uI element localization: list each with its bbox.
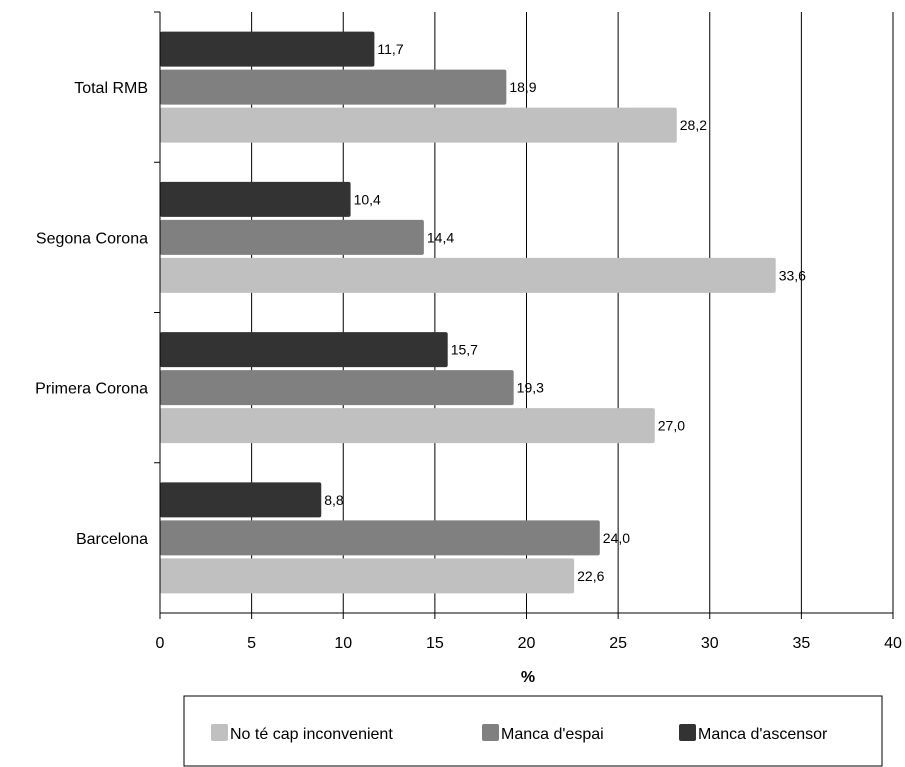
legend-label: Manca d'ascensor (698, 726, 828, 743)
data-label: 28,2 (680, 117, 707, 133)
bar (160, 370, 514, 406)
bar (160, 408, 655, 444)
legend: No té cap inconvenient Manca d'espai Manca… (183, 695, 883, 767)
bar (160, 482, 322, 518)
data-label: 11,7 (377, 41, 403, 57)
legend-swatch (211, 724, 228, 741)
legend-swatch (482, 724, 499, 741)
x-tick-label: 30 (701, 635, 719, 652)
legend-label: Manca d'espai (501, 726, 604, 743)
bar (160, 558, 575, 594)
bar (160, 219, 424, 255)
category-label: Barcelona (76, 531, 148, 548)
bar (160, 332, 448, 368)
axes (154, 11, 894, 619)
data-label: 24,0 (603, 530, 630, 546)
x-tick-label: 15 (426, 635, 444, 652)
bar (160, 31, 375, 67)
x-tick-label: 10 (334, 635, 352, 652)
x-tick-label: 5 (247, 635, 256, 652)
legend-box (183, 695, 883, 767)
data-label: 18,9 (509, 79, 536, 95)
bar (160, 181, 351, 217)
data-label: 27,0 (658, 418, 685, 434)
legend-label: No té cap inconvenient (230, 726, 393, 743)
bar (160, 520, 600, 556)
data-label: 33,6 (779, 267, 806, 283)
data-label: 14,4 (427, 229, 454, 245)
x-tick-label: 0 (156, 635, 165, 652)
data-label: 10,4 (354, 191, 381, 207)
x-axis-title: % (521, 669, 535, 686)
data-label: 8,8 (324, 492, 344, 508)
data-label: 19,3 (517, 380, 544, 396)
category-labels: Total RMB Segona Corona Primera Corona Barc… (35, 80, 148, 548)
legend-swatch (679, 724, 696, 741)
bar (160, 69, 507, 105)
x-tick-label: 35 (792, 635, 810, 652)
bar (160, 257, 776, 293)
bars: 11,7 18,9 28,2 10,4 14,4 33,6 15,7 19,3 27,0 8,8 2… (160, 31, 806, 594)
data-label: 22,6 (577, 568, 604, 584)
category-label: Total RMB (74, 80, 148, 97)
x-tick-label: 20 (518, 635, 536, 652)
x-tick-label: 25 (609, 635, 627, 652)
data-label: 15,7 (451, 342, 478, 358)
category-label: Primera Corona (35, 381, 148, 398)
x-tick-label: 40 (884, 635, 902, 652)
bar (160, 107, 677, 143)
tick-labels: 0 5 10 15 20 25 30 35 40 (156, 635, 902, 652)
category-label: Segona Corona (36, 230, 148, 247)
